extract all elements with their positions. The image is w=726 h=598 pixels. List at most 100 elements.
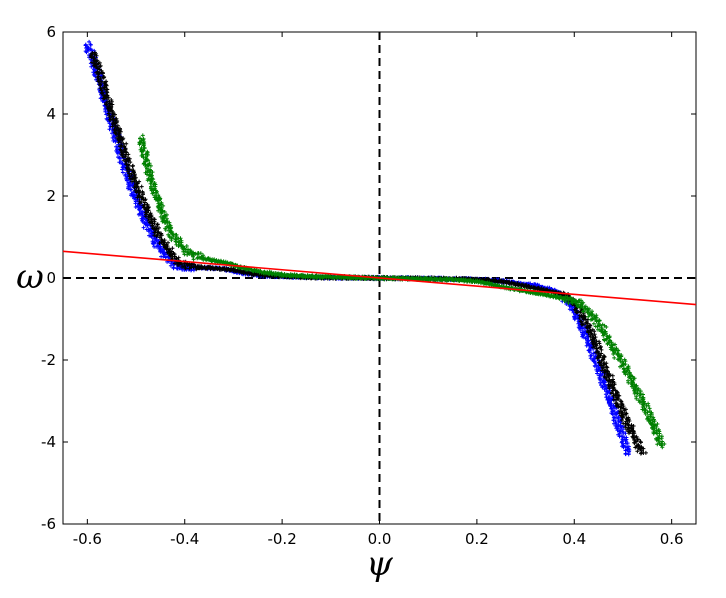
data-point: [632, 387, 637, 392]
data-point: [169, 261, 174, 266]
data-point: [627, 449, 632, 454]
data-point: [114, 116, 119, 121]
data-point: [590, 333, 595, 338]
data-point: [159, 211, 164, 216]
data-point: [591, 342, 596, 347]
data-point: [156, 229, 161, 234]
data-point: [575, 310, 580, 314]
fit-line: [62, 250, 697, 306]
data-point: [597, 376, 602, 381]
data-point: [606, 369, 610, 374]
data-point: [590, 309, 594, 314]
data-point: [173, 261, 177, 266]
data-point: [104, 83, 109, 88]
data-point: [623, 451, 628, 456]
data-point: [616, 404, 621, 409]
x-tick-label: 0.4: [562, 530, 586, 548]
data-point: [617, 393, 622, 398]
data-point: [139, 206, 143, 210]
data-point: [145, 204, 150, 209]
data-point: [164, 246, 169, 251]
x-tick-label: -0.6: [73, 530, 102, 548]
data-point: [134, 185, 139, 190]
data-point: [602, 370, 607, 375]
data-point: [129, 187, 134, 192]
data-point: [112, 134, 117, 139]
data-point: [623, 425, 628, 430]
data-point: [139, 184, 144, 189]
data-point: [97, 81, 102, 86]
data-point: [599, 347, 604, 352]
data-point: [166, 225, 171, 230]
data-point: [654, 424, 659, 429]
data-point: [151, 177, 156, 182]
data-point: [604, 325, 609, 329]
data-point: [141, 225, 146, 230]
data-point: [637, 444, 642, 449]
data-point: [114, 144, 119, 149]
data-point: [655, 422, 660, 426]
data-point: [614, 389, 619, 394]
data-point: [598, 380, 603, 385]
data-point: [620, 415, 625, 420]
data-point: [651, 422, 656, 427]
data-point: [90, 51, 95, 56]
data-point: [140, 133, 145, 138]
data-point: [577, 316, 582, 321]
data-point: [637, 393, 642, 398]
data-point: [151, 190, 156, 195]
data-point: [99, 86, 104, 91]
data-point: [117, 131, 122, 136]
data-point: [574, 302, 579, 307]
data-point: [142, 145, 147, 150]
data-point: [625, 441, 630, 446]
data-point: [93, 68, 98, 73]
data-point: [591, 321, 596, 326]
data-point: [140, 209, 145, 214]
data-point: [145, 170, 150, 175]
y-tick-label: -4: [41, 433, 56, 451]
data-point: [656, 439, 661, 443]
data-point: [191, 254, 195, 259]
data-point: [643, 412, 648, 416]
data-point: [132, 179, 137, 184]
data-point: [168, 251, 172, 256]
data-point: [629, 423, 634, 428]
data-point: [602, 362, 607, 367]
data-point: [592, 336, 597, 341]
data-point: [611, 377, 615, 382]
data-point: [611, 348, 616, 353]
x-tick-label: 0.2: [465, 530, 489, 548]
y-tick-label: -2: [41, 351, 56, 369]
data-point: [570, 298, 575, 303]
data-point: [160, 217, 165, 222]
data-point: [624, 447, 629, 452]
data-point: [137, 208, 142, 213]
data-point: [156, 206, 161, 210]
data-point: [164, 212, 169, 217]
data-point: [634, 435, 638, 440]
data-point: [576, 300, 581, 305]
data-point: [159, 237, 164, 242]
data-point: [87, 39, 92, 44]
data-point: [139, 200, 144, 205]
data-point: [170, 231, 174, 236]
data-point: [155, 244, 160, 249]
x-tick-label: -0.4: [170, 530, 199, 548]
data-point: [646, 403, 651, 408]
data-point: [117, 136, 122, 141]
data-point: [634, 396, 639, 401]
data-point: [161, 203, 166, 208]
y-tick-label: 4: [46, 105, 56, 123]
data-point: [125, 178, 130, 183]
data-point: [152, 219, 157, 224]
data-point: [104, 96, 109, 101]
data-point: [592, 359, 597, 364]
data-point: [636, 437, 641, 442]
data-point: [128, 160, 133, 165]
data-point: [96, 78, 101, 83]
data-point: [586, 329, 591, 334]
data-point: [191, 250, 195, 255]
data-point: [101, 85, 106, 89]
data-point: [179, 243, 184, 248]
